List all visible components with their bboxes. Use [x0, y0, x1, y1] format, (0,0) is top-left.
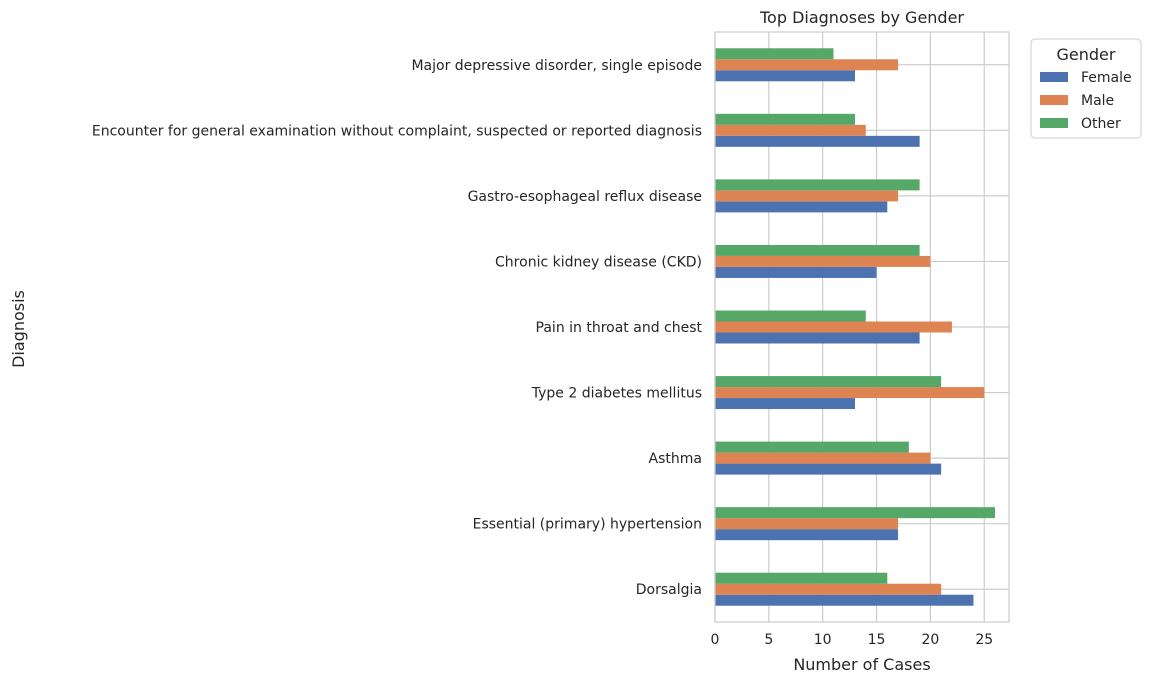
legend-swatch-other: [1040, 118, 1068, 128]
bar-male: [715, 321, 952, 333]
legend-label-female: Female: [1081, 70, 1132, 86]
bar-other: [715, 441, 909, 453]
bar-female: [715, 70, 855, 82]
y-axis-title: Diagnosis: [9, 290, 28, 368]
x-tick-label: 20: [921, 632, 939, 648]
bar-female: [715, 529, 899, 541]
x-tick-label: 5: [764, 632, 773, 648]
bar-male: [715, 59, 899, 71]
legend: Gender Female Male Other: [1030, 38, 1142, 139]
legend-items: Female Male Other: [1040, 70, 1132, 132]
bar-female: [715, 135, 920, 147]
bar-male: [715, 518, 899, 530]
x-tick-label: 10: [814, 632, 832, 648]
y-tick-label: Pain in throat and chest: [536, 320, 703, 336]
bar-male: [715, 387, 985, 399]
x-tick-label: 15: [868, 632, 886, 648]
bar-other: [715, 113, 855, 125]
bar-male: [715, 190, 899, 202]
bar-male: [715, 452, 931, 464]
y-ticks: Dorsalgia Essential (primary) hypertensio…: [92, 58, 703, 598]
x-tick-label: 0: [711, 632, 720, 648]
x-axis-title: Number of Cases: [793, 655, 930, 674]
y-tick-label: Chronic kidney disease (CKD): [495, 254, 702, 270]
bar-female: [715, 201, 888, 213]
bar-other: [715, 244, 920, 256]
y-tick-label: Asthma: [649, 451, 702, 467]
bar-female: [715, 398, 855, 410]
bar-other: [715, 507, 995, 519]
bar-other: [715, 179, 920, 191]
y-tick-label: Essential (primary) hypertension: [473, 517, 702, 533]
legend-label-male: Male: [1081, 93, 1114, 109]
legend-swatch-female: [1040, 72, 1068, 82]
y-tick-label: Dorsalgia: [636, 582, 702, 598]
bar-other: [715, 48, 834, 60]
bars-layer: [715, 48, 995, 606]
bar-male: [715, 124, 866, 136]
plot-frame: [714, 31, 1010, 623]
bar-female: [715, 266, 877, 278]
legend-frame: [1030, 38, 1142, 139]
x-ticks: 0 5 10 15 20 25: [711, 632, 994, 648]
bar-female: [715, 463, 942, 475]
y-tick-label: Type 2 diabetes mellitus: [531, 386, 702, 402]
bar-female: [715, 332, 920, 344]
bar-male: [715, 583, 942, 595]
y-tick-label: Encounter for general examination withou…: [92, 123, 702, 139]
bar-male: [715, 255, 931, 267]
y-tick-label: Major depressive disorder, single episod…: [411, 58, 702, 74]
chart-title: Top Diagnoses by Gender: [759, 8, 964, 27]
bar-other: [715, 376, 942, 388]
legend-label-other: Other: [1081, 116, 1121, 132]
legend-title: Gender: [1057, 45, 1116, 64]
x-tick-label: 25: [975, 632, 993, 648]
bar-other: [715, 572, 888, 584]
y-tick-label: Gastro-esophageal reflux disease: [468, 189, 702, 205]
legend-swatch-male: [1040, 95, 1068, 105]
bar-female: [715, 594, 974, 606]
bar-other: [715, 310, 866, 322]
